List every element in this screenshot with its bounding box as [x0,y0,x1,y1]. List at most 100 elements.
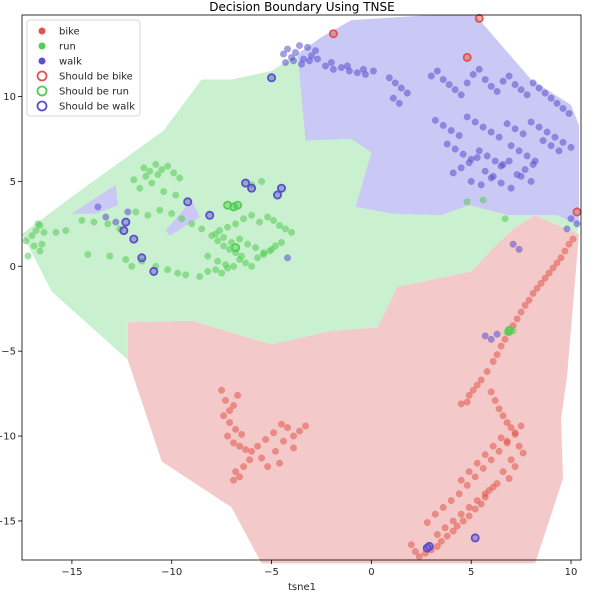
point-bike [236,442,244,450]
marker-should-be-walk [422,543,432,553]
point-bike [473,497,481,505]
point-bike [411,547,419,556]
legend-marker-run [38,42,46,50]
point-walk [497,179,505,187]
point-bike [513,315,521,323]
point-run [236,235,244,243]
point-run [258,177,266,185]
point-bike [541,274,549,282]
point-bike [234,391,242,399]
point-bike [457,476,465,484]
legend-marker-should-be-bike [36,70,48,82]
plot-frame [21,14,582,561]
y-tick-label: 0 [10,262,16,273]
point-walk [447,126,455,135]
point-walk [511,81,519,89]
point-bike [537,279,545,287]
point-run [168,210,176,218]
point-bike [569,235,577,243]
point-walk [481,167,489,175]
legend-box [26,19,141,117]
point-walk [483,152,491,160]
marker-should-be-bike [462,52,472,62]
y-axis: −15 −10 −5 0 5 10 [0,92,22,527]
x-tick-label: 5 [468,567,474,578]
point-walk [427,72,435,80]
point-walk [469,70,477,78]
point-run [106,252,114,260]
point-walk [471,118,479,126]
point-bike [487,388,495,396]
point-walk [573,220,581,228]
marker-should-be-walk [276,183,286,193]
point-walk [467,177,475,185]
point-bike [489,357,497,365]
point-walk [283,45,292,53]
point-walk [439,75,447,84]
point-walk [479,123,487,131]
point-run [232,220,240,228]
point-bike [449,517,457,525]
point-walk [457,164,465,172]
point-bike [499,468,507,476]
point-bike [493,351,501,359]
point-walk [449,169,457,177]
y-tick-label: 5 [10,177,16,188]
point-bike [449,527,457,535]
point-bike [246,456,254,464]
point-bike [230,476,238,484]
point-walk [397,84,405,92]
point-bike [463,398,471,406]
point-walk [475,147,483,155]
point-bike [503,439,511,447]
point-run [32,227,40,235]
point-bike [283,424,292,432]
point-walk [465,159,473,167]
point-walk [433,67,441,75]
point-run [130,176,138,184]
point-run [264,213,272,221]
point-run [236,255,244,264]
marker-should-be-walk [149,266,159,276]
point-run [224,264,232,272]
point-walk [487,335,495,343]
point-bike [483,367,491,376]
legend-label-should-be-walk: Should be walk [59,102,135,113]
x-tick-label: −5 [264,567,279,578]
point-bike [465,512,473,520]
point-walk [439,121,447,129]
point-bike [503,418,511,427]
point-walk [527,177,535,185]
y-tick-label: −5 [1,347,16,358]
point-walk [451,145,459,153]
point-bike [238,430,246,438]
point-walk [337,64,345,72]
legend-label-bike: bike [59,27,80,38]
point-bike [222,396,230,404]
point-run [142,172,150,180]
point-bike [521,301,529,309]
point-walk [491,157,499,165]
point-run [170,169,178,177]
misclassified-points [119,13,582,553]
point-walk [303,43,312,51]
point-run [196,272,204,281]
point-walk [279,50,288,58]
point-walk [457,91,465,99]
point-bike [495,447,503,455]
point-walk [487,82,495,90]
point-bike [289,432,298,440]
point-walk [505,157,513,165]
marker-should-be-walk [272,190,282,200]
point-run [52,228,60,236]
point-walk [503,120,511,128]
point-bike [465,503,473,511]
point-bike [487,456,495,464]
point-bike [220,412,228,420]
point-walk [327,58,335,67]
point-bike [533,284,541,292]
marker-should-be-run [231,243,241,253]
point-bike [473,459,481,467]
marker-should-be-walk [241,178,251,188]
legend-marker-walk [38,57,46,65]
